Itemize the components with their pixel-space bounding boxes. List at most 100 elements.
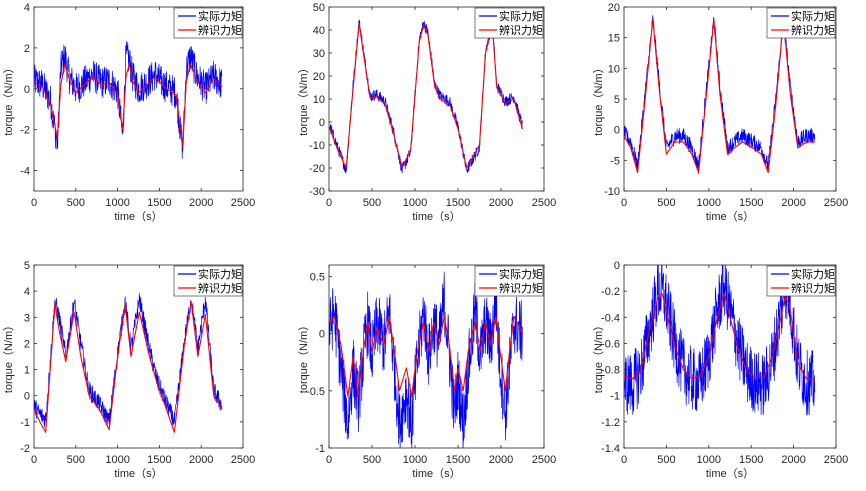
x-tick-label: 0: [621, 454, 627, 466]
x-tick-label: 2500: [532, 197, 556, 209]
y-tick-label: 20: [608, 2, 620, 14]
x-tick-label: 0: [326, 454, 332, 466]
series-line-identified: [624, 293, 815, 381]
x-tick-label: 1500: [147, 454, 171, 466]
y-tick-label: 0: [319, 329, 325, 341]
legend-entry: 辨识力矩: [499, 281, 543, 295]
legend-box: [173, 7, 243, 39]
x-axis-label: time（s）: [114, 467, 162, 480]
x-tick-label: 1500: [739, 454, 763, 466]
y-tick-label: -2: [20, 125, 30, 137]
legend-entry: 实际力矩: [198, 9, 242, 23]
legend-entry: 辨识力矩: [499, 23, 543, 37]
y-tick-label: 40: [313, 25, 325, 37]
x-axis-label: time（s）: [706, 467, 754, 480]
y-tick-label: -10: [309, 140, 325, 152]
x-axis-label: time（s）: [412, 467, 460, 480]
y-tick-label: -0.6: [601, 338, 620, 350]
series-line-identified: [34, 301, 223, 433]
y-tick-label: -1: [20, 417, 30, 429]
legend-box: [173, 265, 243, 297]
chart-panel-6: 0 500 1000 1500 2000 2500 -1.4 -1.2 -1 -0.8 -0.6 -0…: [592, 260, 848, 480]
legend-entry: 辨识力矩: [791, 23, 835, 37]
legend-box: [474, 265, 544, 297]
series-line-actual: [34, 40, 223, 159]
y-tick-label: 10: [608, 63, 620, 75]
y-tick-label: -0.8: [601, 365, 620, 377]
series-line-actual: [329, 271, 523, 448]
y-tick-label: 5: [24, 260, 30, 272]
legend-entry: 实际力矩: [791, 267, 835, 281]
chart-panel-2: 0 500 1000 1500 2000 2500 -30 -20 -10 0 10 20 30 40 50…: [297, 2, 556, 223]
x-tick-label: 500: [657, 454, 675, 466]
x-axis-label: time（s）: [706, 210, 754, 223]
y-tick-label: 10: [313, 94, 325, 106]
y-tick-label: -4: [20, 166, 30, 178]
legend-entry: 实际力矩: [791, 9, 835, 23]
x-tick-label: 500: [363, 197, 381, 209]
x-axis-label: time（s）: [412, 210, 460, 223]
x-tick-label: 1500: [446, 454, 470, 466]
legend-entry: 实际力矩: [499, 9, 543, 23]
x-tick-label: 500: [67, 454, 85, 466]
y-axis-label: torque（N/m）: [592, 320, 605, 393]
legend-entry: 实际力矩: [499, 267, 543, 281]
y-tick-label: 50: [313, 2, 325, 14]
y-tick-label: 2: [24, 43, 30, 55]
x-tick-label: 500: [363, 454, 381, 466]
x-tick-label: 2500: [231, 197, 255, 209]
x-tick-label: 2000: [489, 197, 513, 209]
x-tick-label: 2000: [189, 197, 213, 209]
y-tick-label: -5: [610, 155, 620, 167]
y-tick-label: 0.5: [310, 271, 325, 283]
chart-panel-3: 0 500 1000 1500 2000 2500 -10 -5 0 5 10 15 20 time（s）…: [592, 2, 848, 223]
y-tick-label: -1.4: [601, 443, 620, 455]
series-line-identified: [34, 63, 223, 147]
chart-panel-1: 0 500 1000 1500 2000 2500 -4 -2 0 2 4 time（s） torque…: [2, 2, 255, 223]
legend-entry: 辨识力矩: [791, 281, 835, 295]
y-axis-label: torque（N/m）: [2, 62, 15, 135]
y-tick-label: -20: [309, 163, 325, 175]
x-tick-label: 2500: [824, 197, 848, 209]
y-tick-label: 15: [608, 33, 620, 45]
legend-entry: 辨识力矩: [198, 281, 242, 295]
x-tick-label: 500: [657, 197, 675, 209]
y-tick-label: 2: [24, 338, 30, 350]
x-tick-label: 0: [621, 197, 627, 209]
y-tick-label: -1: [315, 443, 325, 455]
y-tick-label: 1: [24, 365, 30, 377]
y-tick-label: 3: [24, 312, 30, 324]
chart-panel-5: 0 500 1000 1500 2000 2500 -1 -0.5 0 0.5 time（s） tor…: [297, 264, 556, 480]
x-tick-label: 2000: [781, 197, 805, 209]
y-tick-label: -10: [604, 186, 620, 198]
x-tick-label: 1500: [739, 197, 763, 209]
x-tick-label: 1000: [105, 197, 129, 209]
y-tick-label: 0: [614, 260, 620, 272]
y-tick-label: 20: [313, 71, 325, 83]
y-tick-label: -30: [309, 186, 325, 198]
x-tick-label: 500: [67, 197, 85, 209]
x-tick-label: 1500: [147, 197, 171, 209]
x-tick-label: 0: [31, 454, 37, 466]
x-tick-label: 1000: [105, 454, 129, 466]
legend-box: [766, 7, 836, 39]
x-tick-label: 2000: [781, 454, 805, 466]
x-tick-label: 1000: [697, 197, 721, 209]
x-tick-label: 2000: [489, 454, 513, 466]
y-tick-label: -0.5: [306, 386, 325, 398]
y-tick-label: 0: [319, 117, 325, 129]
legend-entry: 辨识力矩: [198, 23, 242, 37]
legend-box: [474, 7, 544, 39]
x-tick-label: 1500: [446, 197, 470, 209]
y-tick-label: 5: [614, 94, 620, 106]
y-axis-label: torque（N/m）: [592, 62, 605, 135]
x-axis-label: time（s）: [114, 210, 162, 223]
series-line-identified: [329, 315, 523, 398]
x-tick-label: 1000: [403, 197, 427, 209]
